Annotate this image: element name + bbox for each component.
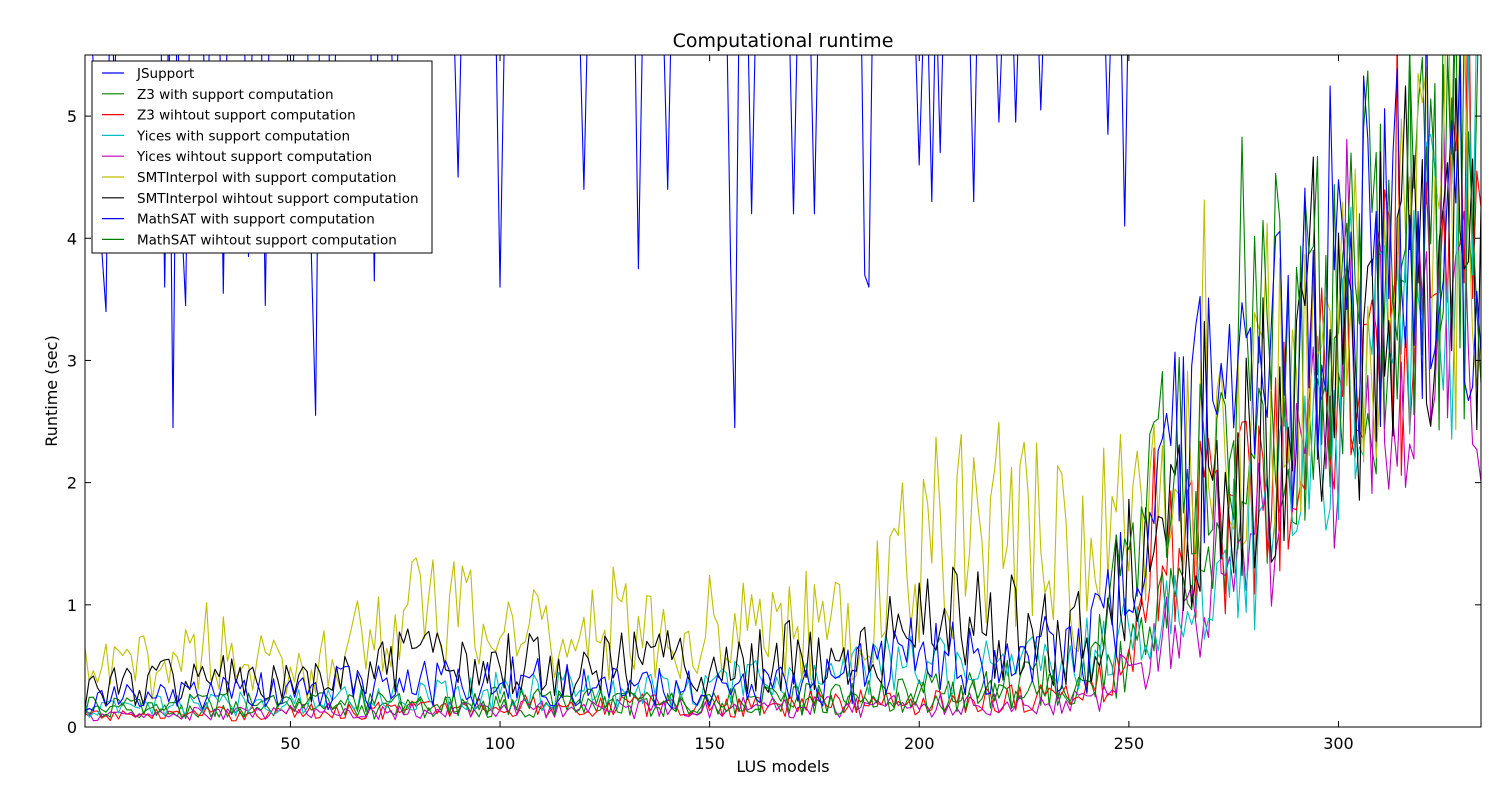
legend-label: JSupport <box>136 66 194 82</box>
ticks-layer: 50 100 150 200 250 300 0 1 2 3 4 5 <box>67 55 1481 753</box>
y-tick-label: 3 <box>67 351 77 370</box>
x-tick-label: 300 <box>1323 734 1354 753</box>
y-tick-label: 0 <box>67 718 77 737</box>
y-tick-label: 4 <box>67 229 77 248</box>
series-line-yices <box>85 55 1477 718</box>
series-line-yicesw <box>85 63 1481 722</box>
legend-box <box>91 60 433 254</box>
series-line-smtis <box>85 55 1481 701</box>
x-tick-label: 100 <box>485 734 516 753</box>
y-tick-label: 1 <box>67 596 77 615</box>
legend-label: Z3 wihtout support computation <box>137 108 356 124</box>
legend-label: SMTInterpol wihtout support computation <box>137 191 419 207</box>
y-tick-label: 2 <box>67 474 77 493</box>
legend-label: SMTInterpol with support computation <box>137 170 396 186</box>
x-tick-label: 50 <box>280 734 300 753</box>
legend-label: Yices wihtout support computation <box>136 149 372 165</box>
x-tick-label: 250 <box>1114 734 1145 753</box>
series-line-z3w <box>85 55 1481 722</box>
series-line-smtiw <box>85 77 1481 709</box>
y-axis-label: Runtime (sec) <box>42 335 61 446</box>
y-tick-label: 5 <box>67 107 77 126</box>
plot-frame <box>84 54 1482 728</box>
x-tick-label: 200 <box>904 734 935 753</box>
series-line-msats <box>85 55 1481 712</box>
legend-label: MathSAT with support computation <box>137 212 375 228</box>
legend-label: Yices with support computation <box>136 128 350 144</box>
x-tick-label: 150 <box>694 734 725 753</box>
chart-title: Computational runtime <box>673 30 894 52</box>
x-axis-label: LUS models <box>736 757 829 776</box>
legend-label: Z3 with support computation <box>137 87 334 103</box>
legend: JSupport Z3 with support computation Z3 wi… <box>91 60 433 254</box>
legend-label: MathSAT wihtout support computation <box>137 232 397 248</box>
